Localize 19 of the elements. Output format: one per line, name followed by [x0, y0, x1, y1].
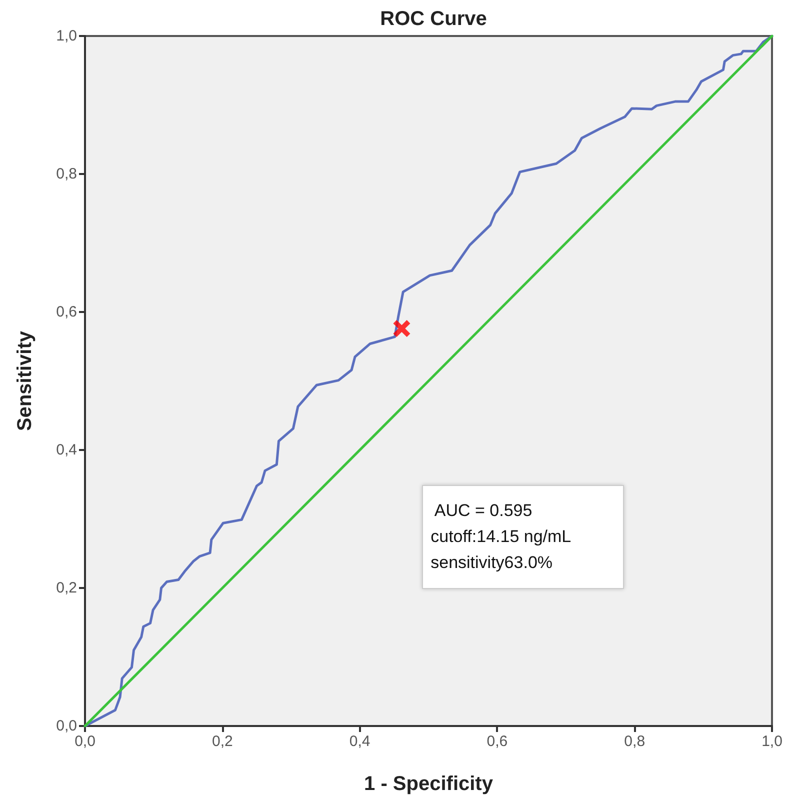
annotation: cutoff:14.15 ng/mL — [430, 526, 572, 548]
x-tick-label: 0,6 — [486, 733, 508, 750]
y-axis-title: Sensitivity — [14, 330, 36, 432]
x-tick-label: 0,8 — [624, 733, 646, 750]
x-tick-label: 0,4 — [349, 733, 370, 750]
y-tick-label: 0,0 — [56, 718, 77, 734]
chart-title: ROC Curve — [380, 8, 487, 30]
text-box: AUC = 0.595 cutoff:14.15 ng/mL sensitivity63.0% — [422, 484, 624, 588]
x-tick-label: 1,0 — [762, 733, 782, 750]
y-tick-label: 0,6 — [56, 304, 77, 320]
y-tick-label: 0,4 — [56, 442, 77, 458]
annotation: sensitivity63.0% — [430, 552, 554, 574]
x-tick-label: 0,0 — [74, 733, 96, 750]
y-tick-label: 0,2 — [56, 580, 77, 596]
y-tick-label: 1,0 — [56, 28, 77, 44]
y-tick-label: 0,8 — [56, 166, 77, 182]
x-tick-label: 0,2 — [212, 733, 233, 750]
x-axis-title: 1 - Specificity — [364, 773, 494, 795]
annotation: AUC = 0.595 — [433, 500, 534, 522]
